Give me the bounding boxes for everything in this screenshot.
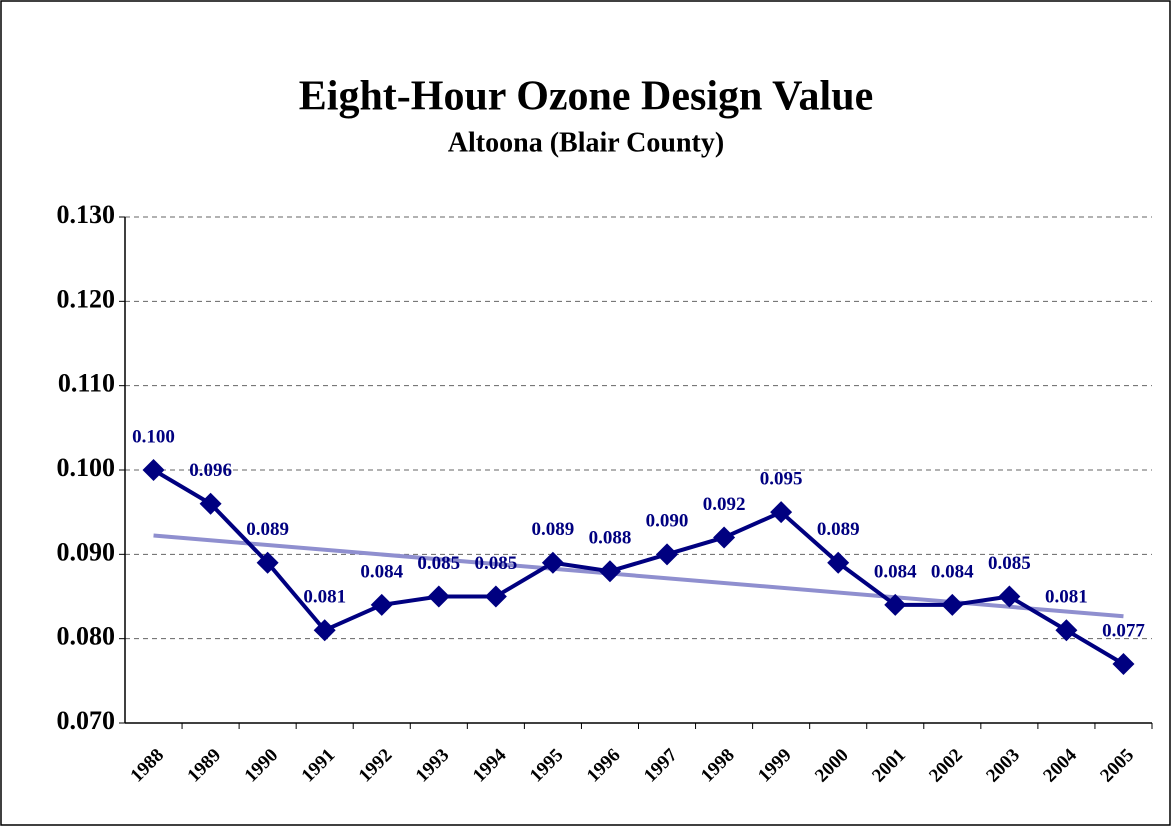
chart-title: Eight-Hour Ozone Design Value bbox=[299, 74, 873, 120]
y-tick-label: 0.090 bbox=[57, 537, 116, 566]
data-label: 0.100 bbox=[132, 426, 175, 447]
data-point bbox=[713, 526, 736, 549]
data-label: 0.090 bbox=[646, 511, 689, 532]
data-label: 0.081 bbox=[1045, 587, 1088, 608]
data-label: 0.077 bbox=[1102, 620, 1145, 641]
data-point bbox=[884, 593, 907, 616]
y-tick-label: 0.080 bbox=[57, 622, 116, 651]
data-point bbox=[827, 551, 850, 574]
data-label: 0.095 bbox=[760, 469, 803, 490]
data-label: 0.092 bbox=[703, 494, 746, 515]
data-label: 0.089 bbox=[532, 519, 575, 540]
data-point bbox=[256, 551, 279, 574]
data-point bbox=[998, 585, 1021, 608]
data-point bbox=[656, 543, 679, 566]
data-label: 0.085 bbox=[474, 553, 517, 574]
data-point bbox=[541, 551, 564, 574]
data-point bbox=[1112, 652, 1135, 675]
data-point bbox=[1055, 619, 1078, 642]
data-label: 0.085 bbox=[988, 553, 1031, 574]
y-tick-label: 0.130 bbox=[57, 200, 116, 229]
y-tick-label: 0.120 bbox=[57, 284, 116, 313]
data-label: 0.085 bbox=[417, 553, 460, 574]
y-tick-label: 0.110 bbox=[58, 369, 115, 398]
data-label: 0.084 bbox=[874, 561, 917, 582]
data-label: 0.096 bbox=[189, 460, 232, 481]
data-point bbox=[313, 619, 336, 642]
data-label: 0.089 bbox=[246, 519, 289, 540]
data-point bbox=[142, 459, 165, 481]
data-label: 0.084 bbox=[360, 561, 403, 582]
data-point bbox=[427, 585, 450, 608]
data-label: 0.088 bbox=[589, 528, 632, 549]
data-point bbox=[370, 593, 393, 616]
chart-subtitle: Altoona (Blair County) bbox=[448, 127, 724, 158]
data-point bbox=[199, 492, 222, 515]
data-label: 0.084 bbox=[931, 561, 974, 582]
data-label: 0.081 bbox=[303, 587, 346, 608]
data-point bbox=[484, 585, 507, 608]
data-label: 0.089 bbox=[817, 519, 860, 540]
y-tick-label: 0.100 bbox=[57, 453, 116, 482]
data-point bbox=[770, 501, 793, 524]
data-point bbox=[941, 593, 964, 616]
data-point bbox=[598, 560, 621, 583]
y-tick-label: 0.070 bbox=[57, 706, 116, 735]
